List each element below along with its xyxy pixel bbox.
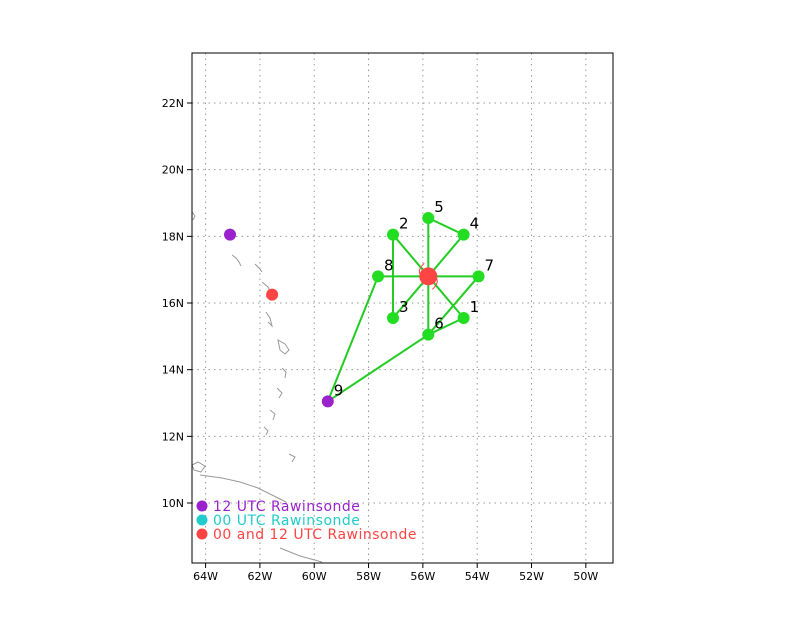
x-tick-label: 52W <box>519 570 544 583</box>
coastline <box>191 211 196 221</box>
station-marker <box>321 395 334 408</box>
coastline <box>269 409 276 421</box>
y-tick-label: 10N <box>162 497 184 510</box>
coastline <box>263 426 269 436</box>
station-link <box>427 275 480 336</box>
station-label: 4 <box>470 215 480 233</box>
station-marker <box>457 228 470 241</box>
map-frame <box>191 52 614 564</box>
station-link <box>427 217 465 236</box>
x-tick-label: 58W <box>356 570 381 583</box>
station-label: 5 <box>434 198 444 216</box>
coastline <box>199 474 271 495</box>
coastline <box>281 367 287 379</box>
x-tick-label: 60W <box>302 570 327 583</box>
y-tick-label: 18N <box>162 230 184 243</box>
station-marker <box>422 328 435 341</box>
coastline <box>279 547 323 563</box>
station-marker <box>472 270 485 283</box>
y-tick-label: 16N <box>162 297 184 310</box>
legend: 12 UTC Rawinsonde 00 UTC Rawinsonde 00 a… <box>196 499 417 543</box>
station-label: 7 <box>485 256 495 274</box>
station-markers: 1 2 3 4 5 6 7 8 9 <box>224 198 495 408</box>
coastline-layer <box>191 211 323 563</box>
y-tick-label: 12N <box>162 430 184 443</box>
station-link <box>392 275 430 319</box>
station-link <box>427 317 465 336</box>
station-link <box>392 234 430 277</box>
legend-marker-00-12utc <box>196 528 208 540</box>
x-tick-label: 54W <box>465 570 490 583</box>
storm-center-marker <box>419 267 438 286</box>
coastline <box>276 387 283 399</box>
legend-label-00-12utc: 00 and 12 UTC Rawinsonde <box>213 527 417 543</box>
coastline <box>277 339 290 355</box>
y-tick-label: 22N <box>162 97 184 110</box>
coastline <box>254 263 263 273</box>
legend-marker-00utc <box>196 514 208 526</box>
coastline <box>269 493 287 503</box>
y-tick-label: 20N <box>162 164 184 177</box>
legend-label-00utc: 00 UTC Rawinsonde <box>213 513 360 529</box>
legend-label-12utc: 12 UTC Rawinsonde <box>213 499 360 515</box>
station-label: 1 <box>470 298 480 316</box>
rawinsonde-site-marker <box>224 228 237 241</box>
coastline <box>191 461 206 473</box>
x-tick-label: 56W <box>410 570 435 583</box>
coastline <box>288 453 296 463</box>
station-marker <box>457 312 470 324</box>
x-tick-label: 50W <box>573 570 598 583</box>
axis-ticks: 64W 62W 60W 58W 56W 54W 52W 50W 10N 12N 14N 16N 18N 2… <box>162 97 599 583</box>
station-marker <box>386 228 399 241</box>
station-marker <box>372 270 385 283</box>
station-marker <box>422 212 435 224</box>
station-label: 8 <box>384 256 394 274</box>
station-label: 3 <box>399 298 409 316</box>
legend-marker-12utc <box>196 500 208 512</box>
rawinsonde-site-marker <box>266 288 279 301</box>
x-tick-label: 62W <box>247 570 272 583</box>
grid-layer <box>192 53 613 563</box>
station-label: 9 <box>334 381 344 399</box>
coastline <box>231 254 242 267</box>
y-tick-label: 14N <box>162 364 184 377</box>
station-link <box>427 234 465 277</box>
station-link <box>326 275 379 402</box>
station-marker <box>386 312 399 324</box>
station-link <box>327 333 429 403</box>
station-label: 6 <box>434 315 444 333</box>
coastline <box>265 311 273 328</box>
station-link <box>427 275 465 319</box>
x-tick-label: 64W <box>193 570 218 583</box>
station-label: 2 <box>399 215 409 233</box>
